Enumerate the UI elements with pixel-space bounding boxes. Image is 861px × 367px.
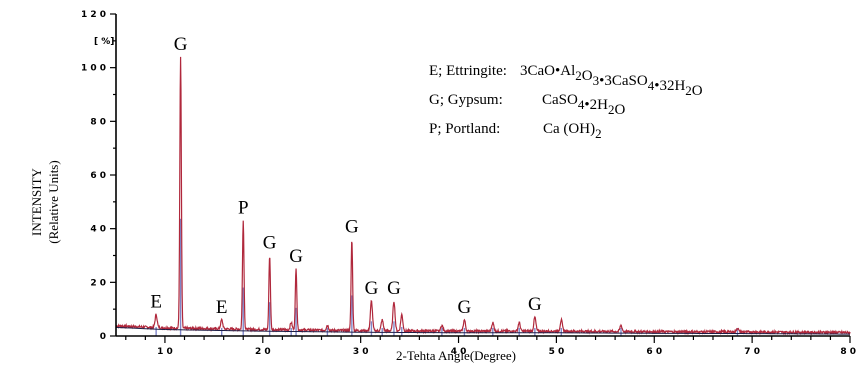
y-tick-label: 2 0 [90, 278, 106, 288]
y-tick-label: 0 [100, 332, 106, 342]
formula-text: •3CaSO [599, 73, 648, 89]
x-tick-label: 8 0 [840, 347, 856, 357]
x-tick-label: 7 0 [744, 347, 760, 357]
x-axis-label: 2-Tehta Angle(Degree) [396, 348, 516, 363]
peak-label-g: G [174, 34, 188, 55]
formula-subscript: 3 [593, 73, 600, 88]
x-tick-label: 6 0 [646, 347, 662, 357]
peak-label-g: G [387, 278, 401, 299]
legend-key-0: E; Ettringite: [429, 63, 507, 79]
y-axis-unit: [ %] [94, 37, 114, 47]
peak-label-g: G [365, 278, 379, 299]
peak-label-g: G [263, 233, 277, 254]
formula-subscript: 4 [578, 97, 585, 112]
formula-text: 3CaO•Al [520, 63, 575, 79]
y-axis-label-line2: (Relative Units) [46, 160, 61, 243]
legend-key-1: G; Gypsum: [429, 92, 503, 108]
x-tick-label: 5 0 [549, 347, 565, 357]
formula-text: •2H [584, 97, 608, 113]
legend-key-2: P; Portland: [429, 121, 500, 137]
x-tick-label: 3 0 [353, 347, 369, 357]
peak-label-e: E [150, 292, 162, 313]
peak-label-g: G [528, 294, 542, 315]
y-tick-label: 1 2 0 [81, 10, 106, 20]
legend-formula-2: Ca (OH)2 [543, 121, 602, 141]
formula-subscript: 2 [608, 102, 615, 117]
formula-text: O [692, 83, 703, 99]
formula-text: CaSO [542, 92, 578, 108]
peak-label-p: P [238, 198, 249, 219]
y-tick-label: 4 0 [90, 225, 106, 235]
y-tick-label: 6 0 [90, 171, 106, 181]
formula-text: O [582, 68, 593, 84]
x-tick-label: 2 0 [255, 347, 271, 357]
axis-ticks: 0 2 0 4 0 6 0 8 0 1 0 0 1 2 0 1 0 2 0 3 0 4 0 5 0 6 … [81, 10, 856, 357]
x-tick-label: 4 0 [451, 347, 467, 357]
formula-subscript: 2 [685, 83, 692, 98]
peak-label-g: G [458, 297, 472, 318]
xrd-baseline-line [115, 326, 851, 335]
xrd-pattern-line [115, 56, 851, 336]
legend: E; Ettringite: 3CaO•Al2O3•3CaSO4•32H2OG; … [429, 63, 703, 141]
legend-formula-0: 3CaO•Al2O3•3CaSO4•32H2O [520, 63, 703, 99]
x-tick-label: 1 0 [157, 347, 173, 357]
formula-text: O [614, 102, 625, 118]
formula-text: •32H [654, 78, 685, 94]
peak-label-g: G [289, 246, 303, 267]
formula-subscript: 2 [575, 68, 582, 83]
y-axis-label-line1: INTENSITY [29, 167, 44, 235]
peak-label-g: G [345, 216, 359, 237]
peak-label-e: E [216, 297, 228, 318]
legend-formula-1: CaSO4•2H2O [542, 92, 625, 118]
formula-subscript: 4 [648, 78, 655, 93]
y-tick-label: 1 0 0 [81, 64, 106, 74]
formula-subscript: 2 [595, 126, 602, 141]
formula-text: Ca (OH) [543, 121, 595, 137]
y-tick-label: 8 0 [90, 117, 106, 127]
